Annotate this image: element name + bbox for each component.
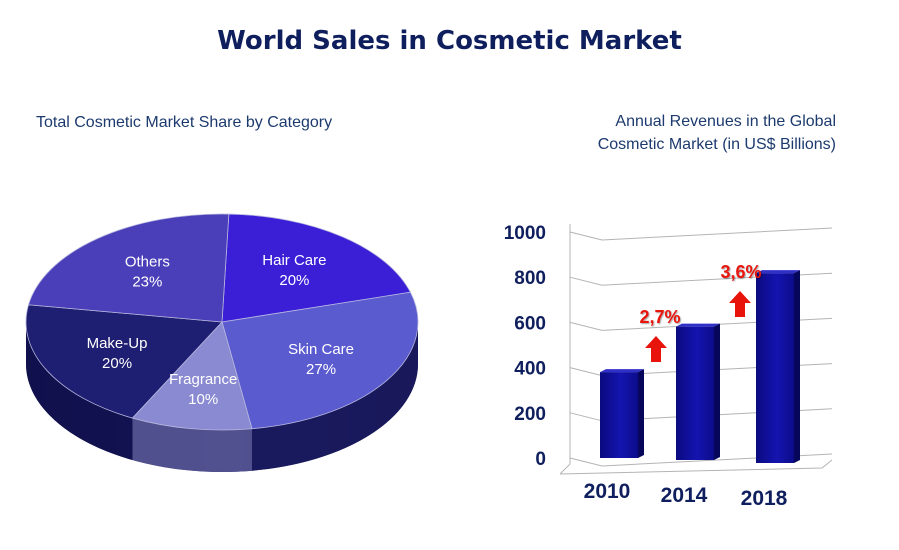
pie-value-make-up: 20% bbox=[102, 355, 132, 372]
pie-value-skin-care: 27% bbox=[306, 361, 336, 378]
pie-value-others: 23% bbox=[132, 273, 162, 290]
pie-side-fragrance bbox=[132, 418, 252, 472]
bar-gridline bbox=[569, 317, 833, 331]
pie-side-skin-care bbox=[251, 322, 418, 471]
bar-2018 bbox=[756, 273, 794, 463]
pie-slice-fragrance bbox=[131, 321, 253, 431]
bar-gridline bbox=[569, 453, 833, 467]
bar-gridline bbox=[569, 272, 833, 286]
pie-slice-others bbox=[27, 213, 230, 323]
pie-slice-make-up bbox=[25, 304, 223, 419]
bar-category-label: 2018 bbox=[741, 487, 788, 510]
bar-chart-title: Annual Revenues in the Global Cosmetic M… bbox=[540, 110, 836, 156]
pie-chart-title: Total Cosmetic Market Share by Category bbox=[36, 114, 333, 131]
growth-annotation: 3,6% bbox=[720, 262, 761, 282]
bar-chart-title-line-1: Annual Revenues in the Global bbox=[615, 113, 836, 130]
bar-ytick-label: 200 bbox=[514, 404, 546, 425]
bar-2014 bbox=[676, 326, 714, 460]
bar-chart: 0 200 400 600 800 1000 2010 2014 2018 2,7% 3,6% bbox=[504, 223, 833, 510]
bar-2010 bbox=[600, 372, 638, 458]
bar-ytick-label: 800 bbox=[514, 268, 546, 289]
growth-arrow-icon bbox=[729, 291, 751, 317]
bar-ytick-label: 1000 bbox=[504, 223, 546, 244]
pie-side-make-up bbox=[25, 322, 133, 461]
bar-top-2010 bbox=[600, 369, 644, 373]
bar-ytick-label: 0 bbox=[535, 449, 546, 470]
bar-category-label: 2010 bbox=[584, 480, 631, 503]
pie-label-skin-care: Skin Care bbox=[288, 341, 354, 358]
pie-label-fragrance: Fragrance bbox=[169, 371, 237, 388]
bar-side-2014 bbox=[714, 323, 720, 460]
bar-gridline bbox=[569, 227, 833, 241]
pie-label-make-up: Make-Up bbox=[87, 335, 148, 352]
growth-annotation: 2,7% bbox=[639, 307, 680, 327]
pie-value-hair-care: 20% bbox=[279, 272, 309, 289]
growth-arrow-icon bbox=[645, 336, 667, 362]
pie-slice-hair-care bbox=[221, 213, 412, 323]
bar-category-label: 2014 bbox=[661, 484, 708, 507]
pie-label-others: Others bbox=[125, 253, 170, 270]
bar-chart-title-line-2: Cosmetic Market (in US$ Billions) bbox=[597, 136, 836, 153]
bar-top-2014 bbox=[676, 323, 720, 327]
bar-ytick-label: 400 bbox=[514, 359, 546, 380]
pie-value-fragrance: 10% bbox=[188, 391, 218, 408]
bar-top-2018 bbox=[756, 270, 800, 274]
pie-label-hair-care: Hair Care bbox=[262, 252, 326, 269]
bar-axis-corner bbox=[559, 463, 571, 475]
bar-floor bbox=[559, 459, 833, 475]
bar-side-2010 bbox=[638, 369, 644, 458]
bar-ytick-label: 600 bbox=[514, 313, 546, 334]
bar-side-2018 bbox=[794, 270, 800, 463]
page-title: World Sales in Cosmetic Market bbox=[217, 26, 682, 56]
pie-chart: Hair Care 20% Skin Care 27% Fragrance 10% Make… bbox=[25, 213, 419, 472]
pie-slice-skin-care bbox=[221, 291, 419, 430]
